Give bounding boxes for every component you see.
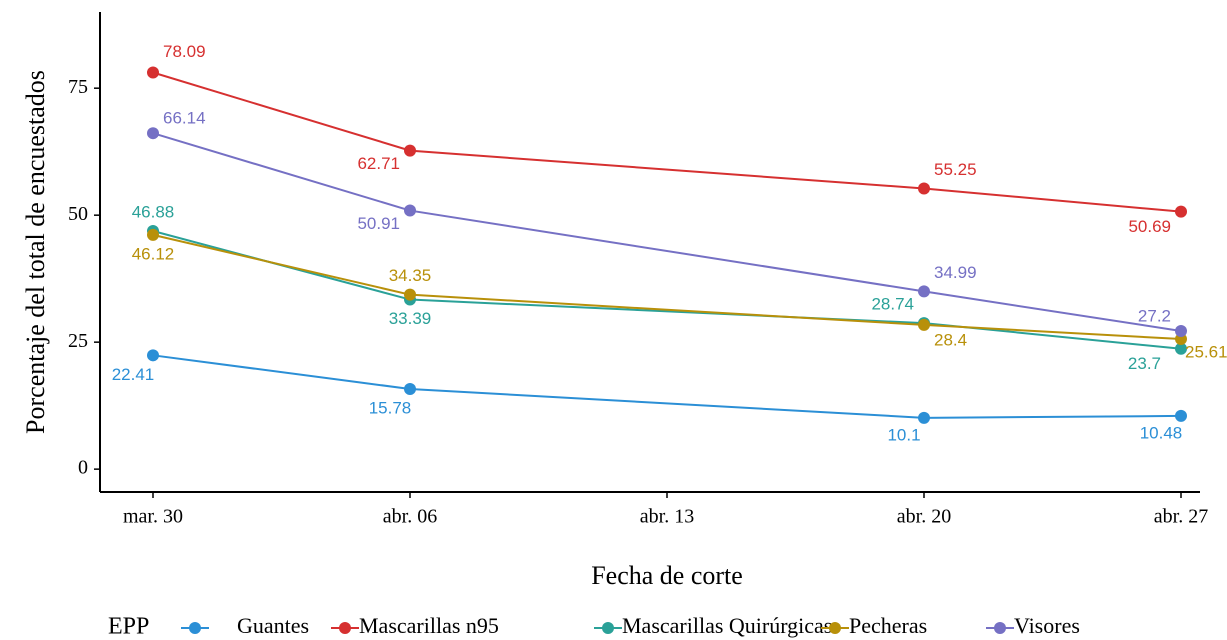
legend-key <box>339 622 351 634</box>
point <box>1175 342 1187 355</box>
legend-label: Mascarillas n95 <box>359 613 499 638</box>
y-tick-label: 50 <box>68 203 88 225</box>
point <box>404 204 416 217</box>
point <box>147 228 159 241</box>
x-tick-label: abr. 06 <box>383 506 437 528</box>
data-label: 22.41 <box>112 365 155 384</box>
line <box>152 71 1182 213</box>
data-label: 15.78 <box>369 398 412 417</box>
point <box>918 411 930 424</box>
point <box>147 349 159 362</box>
data-label: 33.39 <box>389 309 432 328</box>
y-axis-title: Porcentaje del total de encuestados <box>21 70 50 434</box>
data-label: 46.12 <box>132 244 175 263</box>
data-label: 10.1 <box>887 425 920 444</box>
legend-label: Visores <box>1014 613 1080 638</box>
x-axis-title: Fecha de corte <box>591 561 743 590</box>
legend-key <box>189 622 201 634</box>
point <box>918 318 930 331</box>
data-label: 66.14 <box>163 109 206 128</box>
y-tick-label: 25 <box>68 330 88 352</box>
y-tick-label: 0 <box>78 457 88 479</box>
point <box>1175 409 1187 422</box>
point <box>404 288 416 301</box>
point <box>918 182 930 195</box>
data-label: 25.61 <box>1185 343 1227 362</box>
x-tick-label: abr. 27 <box>1154 506 1208 528</box>
x-tick-label: abr. 20 <box>897 506 951 528</box>
data-label: 28.4 <box>934 330 967 349</box>
line <box>152 233 1182 341</box>
legend-label: Mascarillas Quirúrgicas <box>622 613 832 638</box>
legend-label: Guantes <box>237 613 309 638</box>
data-label: 27.2 <box>1138 306 1171 325</box>
data-label: 34.99 <box>934 263 977 282</box>
data-label: 50.91 <box>357 214 400 233</box>
point <box>918 285 930 298</box>
legend-key <box>994 622 1006 634</box>
point <box>404 144 416 157</box>
point <box>147 66 159 79</box>
y-tick-label: 75 <box>68 76 88 98</box>
legend-label: Pecheras <box>849 613 927 638</box>
data-label: 10.48 <box>1140 423 1183 442</box>
legend-key <box>829 622 841 634</box>
data-label: 34.35 <box>389 266 432 285</box>
point <box>404 382 416 395</box>
line <box>152 132 1182 332</box>
data-label: 46.88 <box>132 203 175 222</box>
x-tick-label: abr. 13 <box>640 506 694 528</box>
data-label: 23.7 <box>1128 354 1161 373</box>
line <box>152 354 1182 419</box>
legend-key <box>602 622 614 634</box>
legend-title: EPP <box>108 614 149 640</box>
data-label: 78.09 <box>163 42 206 61</box>
point <box>147 127 159 140</box>
data-label: 62.71 <box>357 154 400 173</box>
data-label: 55.25 <box>934 160 977 179</box>
point <box>1175 324 1187 337</box>
data-label: 50.69 <box>1128 217 1171 236</box>
x-tick-label: mar. 30 <box>123 506 183 528</box>
data-label: 28.74 <box>871 295 914 314</box>
point <box>1175 205 1187 218</box>
